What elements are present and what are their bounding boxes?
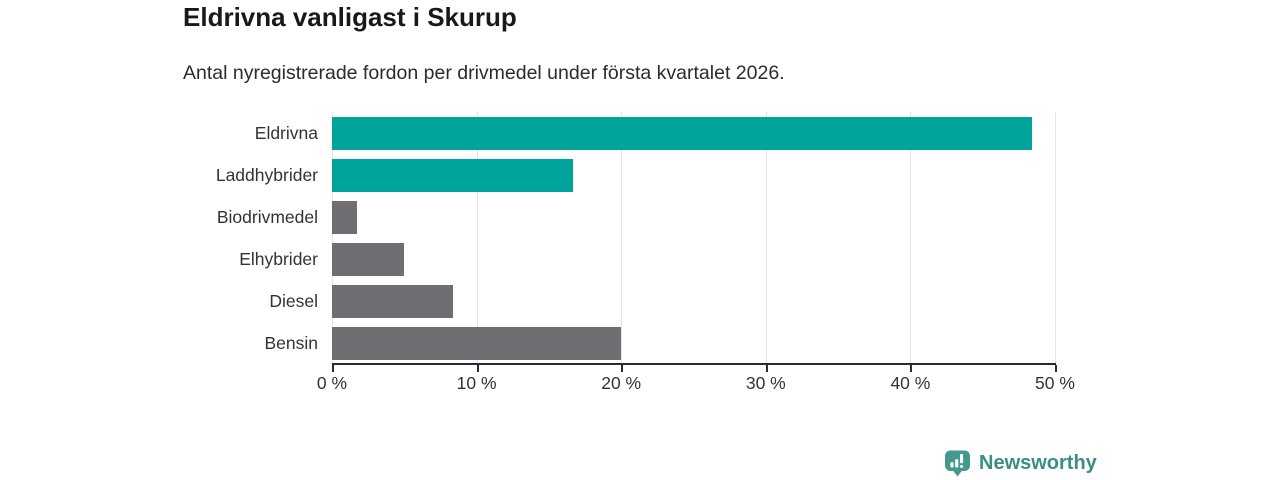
- bar: [332, 326, 622, 360]
- gridline: [621, 112, 623, 364]
- gridline: [910, 112, 912, 364]
- category-label: Eldrivna: [254, 123, 318, 143]
- category-label: Biodrivmedel: [216, 207, 318, 227]
- x-axis-tick-label: 50 %: [1035, 373, 1075, 393]
- category-axis-labels: Eldrivna Laddhybrider Biodrivmedel Elhybrid…: [100, 112, 318, 364]
- gridline: [1055, 112, 1056, 364]
- x-axis-tick-label: 20 %: [601, 373, 642, 393]
- x-axis-tick: [910, 365, 913, 372]
- x-axis-tick: [332, 365, 334, 372]
- brand-footer: Newsworthy: [944, 449, 1097, 478]
- bar: [332, 158, 574, 192]
- brand-name: Newsworthy: [979, 452, 1097, 474]
- chart-title: Eldrivna vanligast i Skurup: [183, 2, 517, 32]
- gridline: [765, 112, 767, 364]
- category-label: Laddhybrider: [215, 165, 318, 185]
- x-axis-tick-label: 0 %: [316, 373, 348, 393]
- plot-area: [332, 112, 1056, 364]
- x-axis-tick: [621, 365, 624, 372]
- x-axis-tick-label: 10 %: [456, 373, 497, 393]
- bar-chart-speech-bubble-icon: [945, 450, 970, 477]
- x-axis-line: [332, 363, 1056, 365]
- x-axis-tick-label: 40 %: [890, 373, 931, 393]
- bar: [332, 242, 405, 276]
- category-label: Elhybrider: [239, 249, 318, 269]
- bar: [332, 284, 454, 318]
- x-axis-tick: [1055, 365, 1057, 372]
- gridline: [476, 112, 478, 364]
- category-label: Diesel: [269, 291, 318, 311]
- category-label: Bensin: [264, 333, 318, 353]
- bar: [332, 200, 357, 234]
- chart-subtitle: Antal nyregistrerade fordon per drivmede…: [183, 62, 785, 84]
- x-axis-tick-label: 30 %: [745, 373, 786, 393]
- gridline: [332, 112, 333, 364]
- x-axis-tick: [476, 365, 479, 372]
- bar: [332, 116, 1032, 150]
- x-axis-tick: [765, 365, 768, 372]
